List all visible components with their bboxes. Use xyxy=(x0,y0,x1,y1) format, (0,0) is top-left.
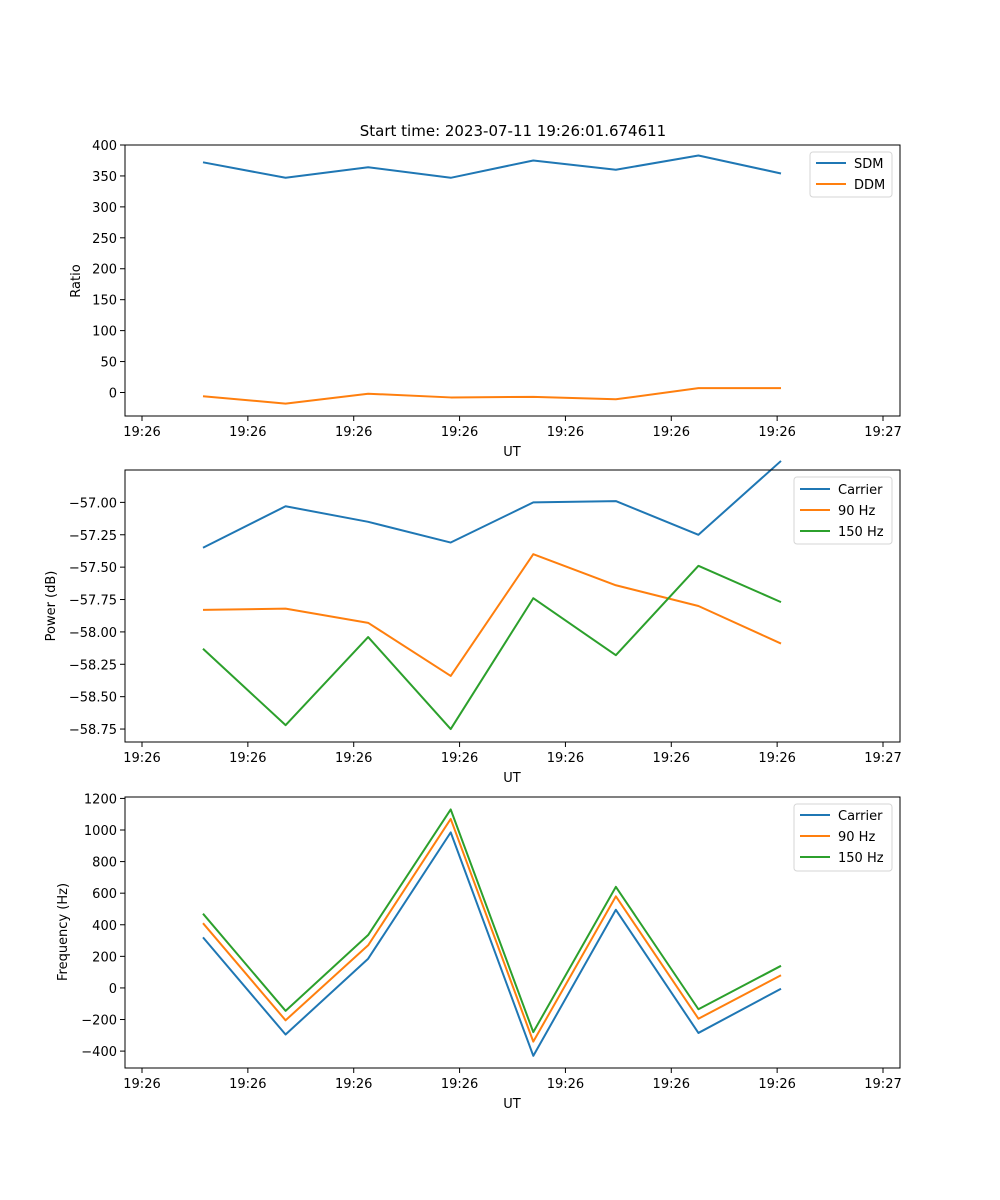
power-series-line-carrier xyxy=(202,460,782,549)
frequency-x-axis: 19:26 19:26 19:26 19:26 19:26 19:26 19:26 19:27 xyxy=(123,1068,902,1092)
ratio-y-tick-label: 150 xyxy=(92,294,117,309)
frequency-y-axis-label: Frequency (Hz) xyxy=(56,883,71,981)
ratio-x-tick-label: 19:26 xyxy=(653,425,690,440)
power-y-tick-label: −58.00 xyxy=(69,626,117,641)
power-x-axis: 19:26 19:26 19:26 19:26 19:26 19:26 19:26 19:27 xyxy=(123,742,902,766)
frequency-y-tick-label: 400 xyxy=(92,919,117,934)
ratio-x-tick-label: 19:26 xyxy=(441,425,478,440)
power-series-line-90hz xyxy=(202,553,782,677)
frequency-x-tick-label: 19:26 xyxy=(547,1077,584,1092)
frequency-plot-frame xyxy=(124,796,901,1069)
frequency-series-layer xyxy=(202,808,782,1057)
frequency-y-tick-label: 0 xyxy=(109,982,117,997)
ratio-x-axis: 19:26 19:26 19:26 19:26 19:26 19:26 19:26 19:27 xyxy=(123,416,902,440)
ratio-legend-label-sdm: SDM xyxy=(854,157,883,172)
frequency-y-tick-label: −400 xyxy=(81,1045,117,1060)
ratio-x-tick-label: 19:26 xyxy=(335,425,372,440)
frequency-y-tick-label: 600 xyxy=(92,887,117,902)
frequency-x-tick-label: 19:26 xyxy=(441,1077,478,1092)
power-y-tick-label: −58.50 xyxy=(69,691,117,706)
power-x-tick-label: 19:27 xyxy=(864,751,901,766)
ratio-x-tick-label: 19:26 xyxy=(758,425,795,440)
frequency-legend-label-150hz: 150 Hz xyxy=(838,851,884,866)
ratio-plot-frame xyxy=(124,144,901,417)
ratio-y-tick-label: 0 xyxy=(109,386,117,401)
frequency-x-axis-label: UT xyxy=(503,1097,521,1112)
ratio-y-tick-label: 400 xyxy=(92,139,117,154)
frequency-series-line-90hz xyxy=(202,817,782,1043)
frequency-y-tick-label: 1000 xyxy=(84,824,117,839)
ratio-x-tick-label: 19:26 xyxy=(229,425,266,440)
frequency-x-tick-label: 19:26 xyxy=(335,1077,372,1092)
ratio-y-axis: 0 50 100 150 200 250 300 350 400 xyxy=(92,139,125,401)
power-y-axis-label: Power (dB) xyxy=(44,571,59,642)
frequency-x-tick-label: 19:26 xyxy=(229,1077,266,1092)
frequency-legend-label-carrier: Carrier xyxy=(838,809,883,824)
frequency-x-tick-label: 19:26 xyxy=(653,1077,690,1092)
power-y-tick-label: −58.25 xyxy=(69,658,117,673)
power-x-tick-label: 19:26 xyxy=(441,751,478,766)
frequency-y-axis: −400 −200 0 200 400 600 800 1000 1200 xyxy=(81,792,125,1060)
frequency-legend-box xyxy=(793,803,893,872)
ratio-y-tick-label: 250 xyxy=(92,232,117,247)
power-y-axis: −58.75 −58.50 −58.25 −58.00 −57.75 −57.50 −57.… xyxy=(69,496,125,738)
power-legend-label-150hz: 150 Hz xyxy=(838,525,884,540)
power-series-line-150hz xyxy=(202,564,782,731)
frequency-y-tick-label: 200 xyxy=(92,950,117,965)
ratio-series-layer xyxy=(202,154,782,405)
power-legend-label-90hz: 90 Hz xyxy=(838,504,875,519)
ratio-legend: SDM DDM xyxy=(809,151,893,198)
power-legend-label-carrier: Carrier xyxy=(838,483,883,498)
frequency-x-tick-label: 19:26 xyxy=(123,1077,160,1092)
frequency-series-line-carrier xyxy=(202,831,782,1057)
power-legend-box xyxy=(793,476,893,545)
ratio-x-tick-label: 19:27 xyxy=(864,425,901,440)
ratio-x-tick-label: 19:26 xyxy=(547,425,584,440)
power-x-tick-label: 19:26 xyxy=(335,751,372,766)
frequency-x-tick-label: 19:26 xyxy=(758,1077,795,1092)
power-x-tick-label: 19:26 xyxy=(758,751,795,766)
power-y-tick-label: −57.00 xyxy=(69,496,117,511)
ratio-y-tick-label: 100 xyxy=(92,325,117,340)
frequency-y-tick-label: −200 xyxy=(81,1014,117,1029)
frequency-legend-label-90hz: 90 Hz xyxy=(838,830,875,845)
frequency-series-line-150hz xyxy=(202,808,782,1034)
power-y-tick-label: −57.75 xyxy=(69,594,117,609)
frequency-y-tick-label: 800 xyxy=(92,856,117,871)
ratio-x-tick-label: 19:26 xyxy=(123,425,160,440)
power-y-tick-label: −57.50 xyxy=(69,561,117,576)
power-x-tick-label: 19:26 xyxy=(653,751,690,766)
power-x-tick-label: 19:26 xyxy=(123,751,160,766)
power-x-axis-label: UT xyxy=(503,771,521,786)
power-legend: Carrier 90 Hz 150 Hz xyxy=(793,476,893,545)
power-y-tick-label: −57.25 xyxy=(69,529,117,544)
ratio-y-tick-label: 50 xyxy=(100,356,117,371)
ratio-y-tick-label: 200 xyxy=(92,263,117,278)
ratio-y-axis-label: Ratio xyxy=(69,264,84,297)
power-plot-frame xyxy=(124,469,901,743)
frequency-x-tick-label: 19:27 xyxy=(864,1077,901,1092)
power-panel: −58.75 −58.50 −58.25 −58.00 −57.75 −57.50 −57.… xyxy=(44,460,902,786)
frequency-legend: Carrier 90 Hz 150 Hz xyxy=(793,803,893,872)
chart-title: Start time: 2023-07-11 19:26:01.674611 xyxy=(360,122,666,140)
power-y-tick-label: −58.75 xyxy=(69,723,117,738)
power-series-layer xyxy=(202,460,782,731)
ratio-legend-label-ddm: DDM xyxy=(854,178,885,193)
power-x-tick-label: 19:26 xyxy=(229,751,266,766)
ratio-y-tick-label: 300 xyxy=(92,201,117,216)
ratio-y-tick-label: 350 xyxy=(92,170,117,185)
frequency-y-tick-label: 1200 xyxy=(84,792,117,807)
power-x-tick-label: 19:26 xyxy=(547,751,584,766)
ratio-series-line-ddm xyxy=(202,387,781,405)
ratio-series-line-sdm xyxy=(202,154,782,179)
ratio-x-axis-label: UT xyxy=(503,445,521,460)
